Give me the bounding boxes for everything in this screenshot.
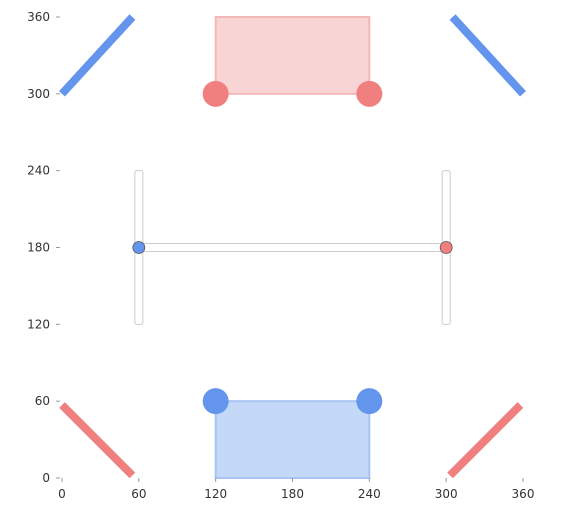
axis-layer: 0 60 120 180 240 300 360 0 60 120 180 240 300 360 bbox=[27, 10, 534, 501]
data-point-3 bbox=[356, 388, 383, 415]
x-tick-label-3: 180 bbox=[281, 487, 304, 501]
filled-rect-0 bbox=[214, 16, 371, 95]
data-point-1 bbox=[356, 80, 383, 107]
y-tick-label-6: 360 bbox=[27, 10, 50, 24]
x-tick-label-2: 120 bbox=[204, 487, 227, 501]
data-point-5 bbox=[439, 241, 453, 254]
diagonal-segment-1 bbox=[449, 14, 526, 97]
diagonal-segment-2 bbox=[59, 402, 136, 479]
y-tick-label-1: 60 bbox=[35, 394, 50, 408]
filled-rect-1 bbox=[214, 400, 371, 479]
data-point-4 bbox=[132, 241, 146, 254]
x-tick-label-1: 60 bbox=[131, 487, 146, 501]
point-layer bbox=[132, 80, 453, 415]
data-point-2 bbox=[202, 388, 229, 415]
segment-layer bbox=[59, 14, 526, 479]
diagonal-segment-3 bbox=[447, 402, 524, 479]
rect-layer bbox=[214, 16, 371, 479]
x-tick-label-6: 360 bbox=[512, 487, 535, 501]
x-tick-label-0: 0 bbox=[58, 487, 66, 501]
outline-bar-2 bbox=[138, 243, 447, 252]
diagonal-segment-0 bbox=[59, 14, 136, 97]
y-tick-label-2: 120 bbox=[27, 317, 50, 331]
x-tick-label-5: 300 bbox=[435, 487, 458, 501]
box-layer bbox=[134, 170, 451, 325]
data-point-0 bbox=[202, 80, 229, 107]
x-tick-label-4: 240 bbox=[358, 487, 381, 501]
y-tick-label-0: 0 bbox=[42, 471, 50, 485]
y-tick-label-3: 180 bbox=[27, 241, 50, 255]
y-tick-label-5: 300 bbox=[27, 87, 50, 101]
y-tick-label-4: 240 bbox=[27, 164, 50, 178]
